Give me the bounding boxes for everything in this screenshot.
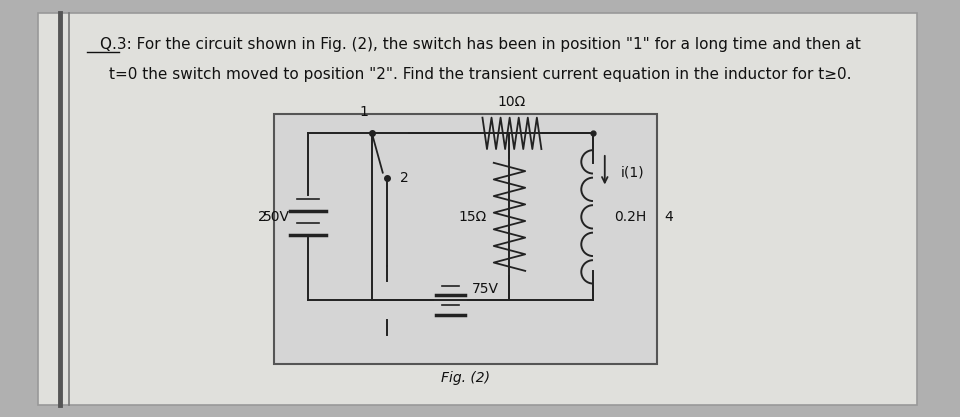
FancyBboxPatch shape: [274, 114, 657, 364]
Text: Q.3: For the circuit shown in Fig. (2), the switch has been in position "1" for : Q.3: For the circuit shown in Fig. (2), …: [100, 38, 860, 53]
Text: 2: 2: [400, 171, 409, 185]
Text: 50V: 50V: [263, 210, 290, 224]
Text: 2: 2: [257, 210, 266, 224]
FancyBboxPatch shape: [37, 13, 917, 405]
Text: 10Ω: 10Ω: [498, 95, 526, 109]
Text: 0.2H: 0.2H: [614, 210, 646, 224]
Text: 1: 1: [360, 105, 369, 119]
Text: 15Ω: 15Ω: [458, 210, 487, 224]
Text: 75V: 75V: [472, 281, 499, 296]
Text: Fig. (2): Fig. (2): [441, 371, 490, 385]
Text: t=0 the switch moved to position "2". Find the transient current equation in the: t=0 the switch moved to position "2". Fi…: [108, 67, 852, 82]
Text: i(1): i(1): [620, 166, 644, 180]
Text: 4: 4: [664, 210, 673, 224]
